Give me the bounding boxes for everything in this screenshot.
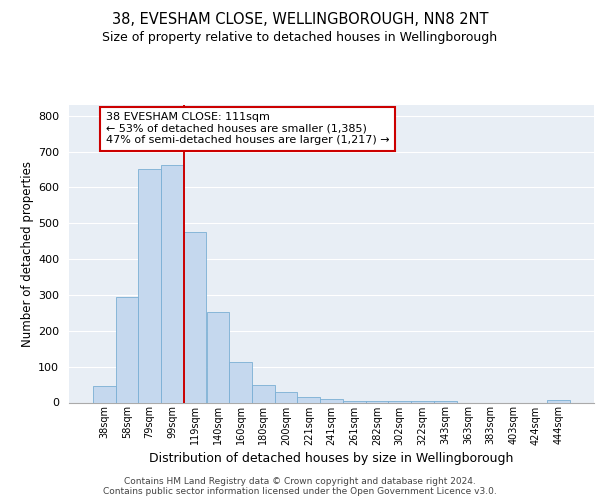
Text: Size of property relative to detached houses in Wellingborough: Size of property relative to detached ho…	[103, 31, 497, 44]
Bar	[184, 232, 206, 402]
Bar	[343, 400, 365, 402]
Y-axis label: Number of detached properties: Number of detached properties	[21, 161, 34, 347]
Bar	[252, 386, 275, 402]
Bar	[229, 362, 252, 403]
Bar	[116, 298, 139, 403]
X-axis label: Distribution of detached houses by size in Wellingborough: Distribution of detached houses by size …	[149, 452, 514, 464]
Bar	[206, 312, 229, 402]
Bar	[320, 399, 343, 402]
Text: 38 EVESHAM CLOSE: 111sqm
← 53% of detached houses are smaller (1,385)
47% of sem: 38 EVESHAM CLOSE: 111sqm ← 53% of detach…	[106, 112, 389, 146]
Text: Contains HM Land Registry data © Crown copyright and database right 2024.
Contai: Contains HM Land Registry data © Crown c…	[103, 476, 497, 496]
Text: 38, EVESHAM CLOSE, WELLINGBOROUGH, NN8 2NT: 38, EVESHAM CLOSE, WELLINGBOROUGH, NN8 2…	[112, 12, 488, 28]
Bar	[388, 401, 411, 402]
Bar	[139, 169, 161, 402]
Bar	[161, 165, 184, 402]
Bar	[275, 392, 298, 402]
Bar	[298, 397, 320, 402]
Bar	[547, 400, 570, 402]
Bar	[93, 386, 116, 402]
